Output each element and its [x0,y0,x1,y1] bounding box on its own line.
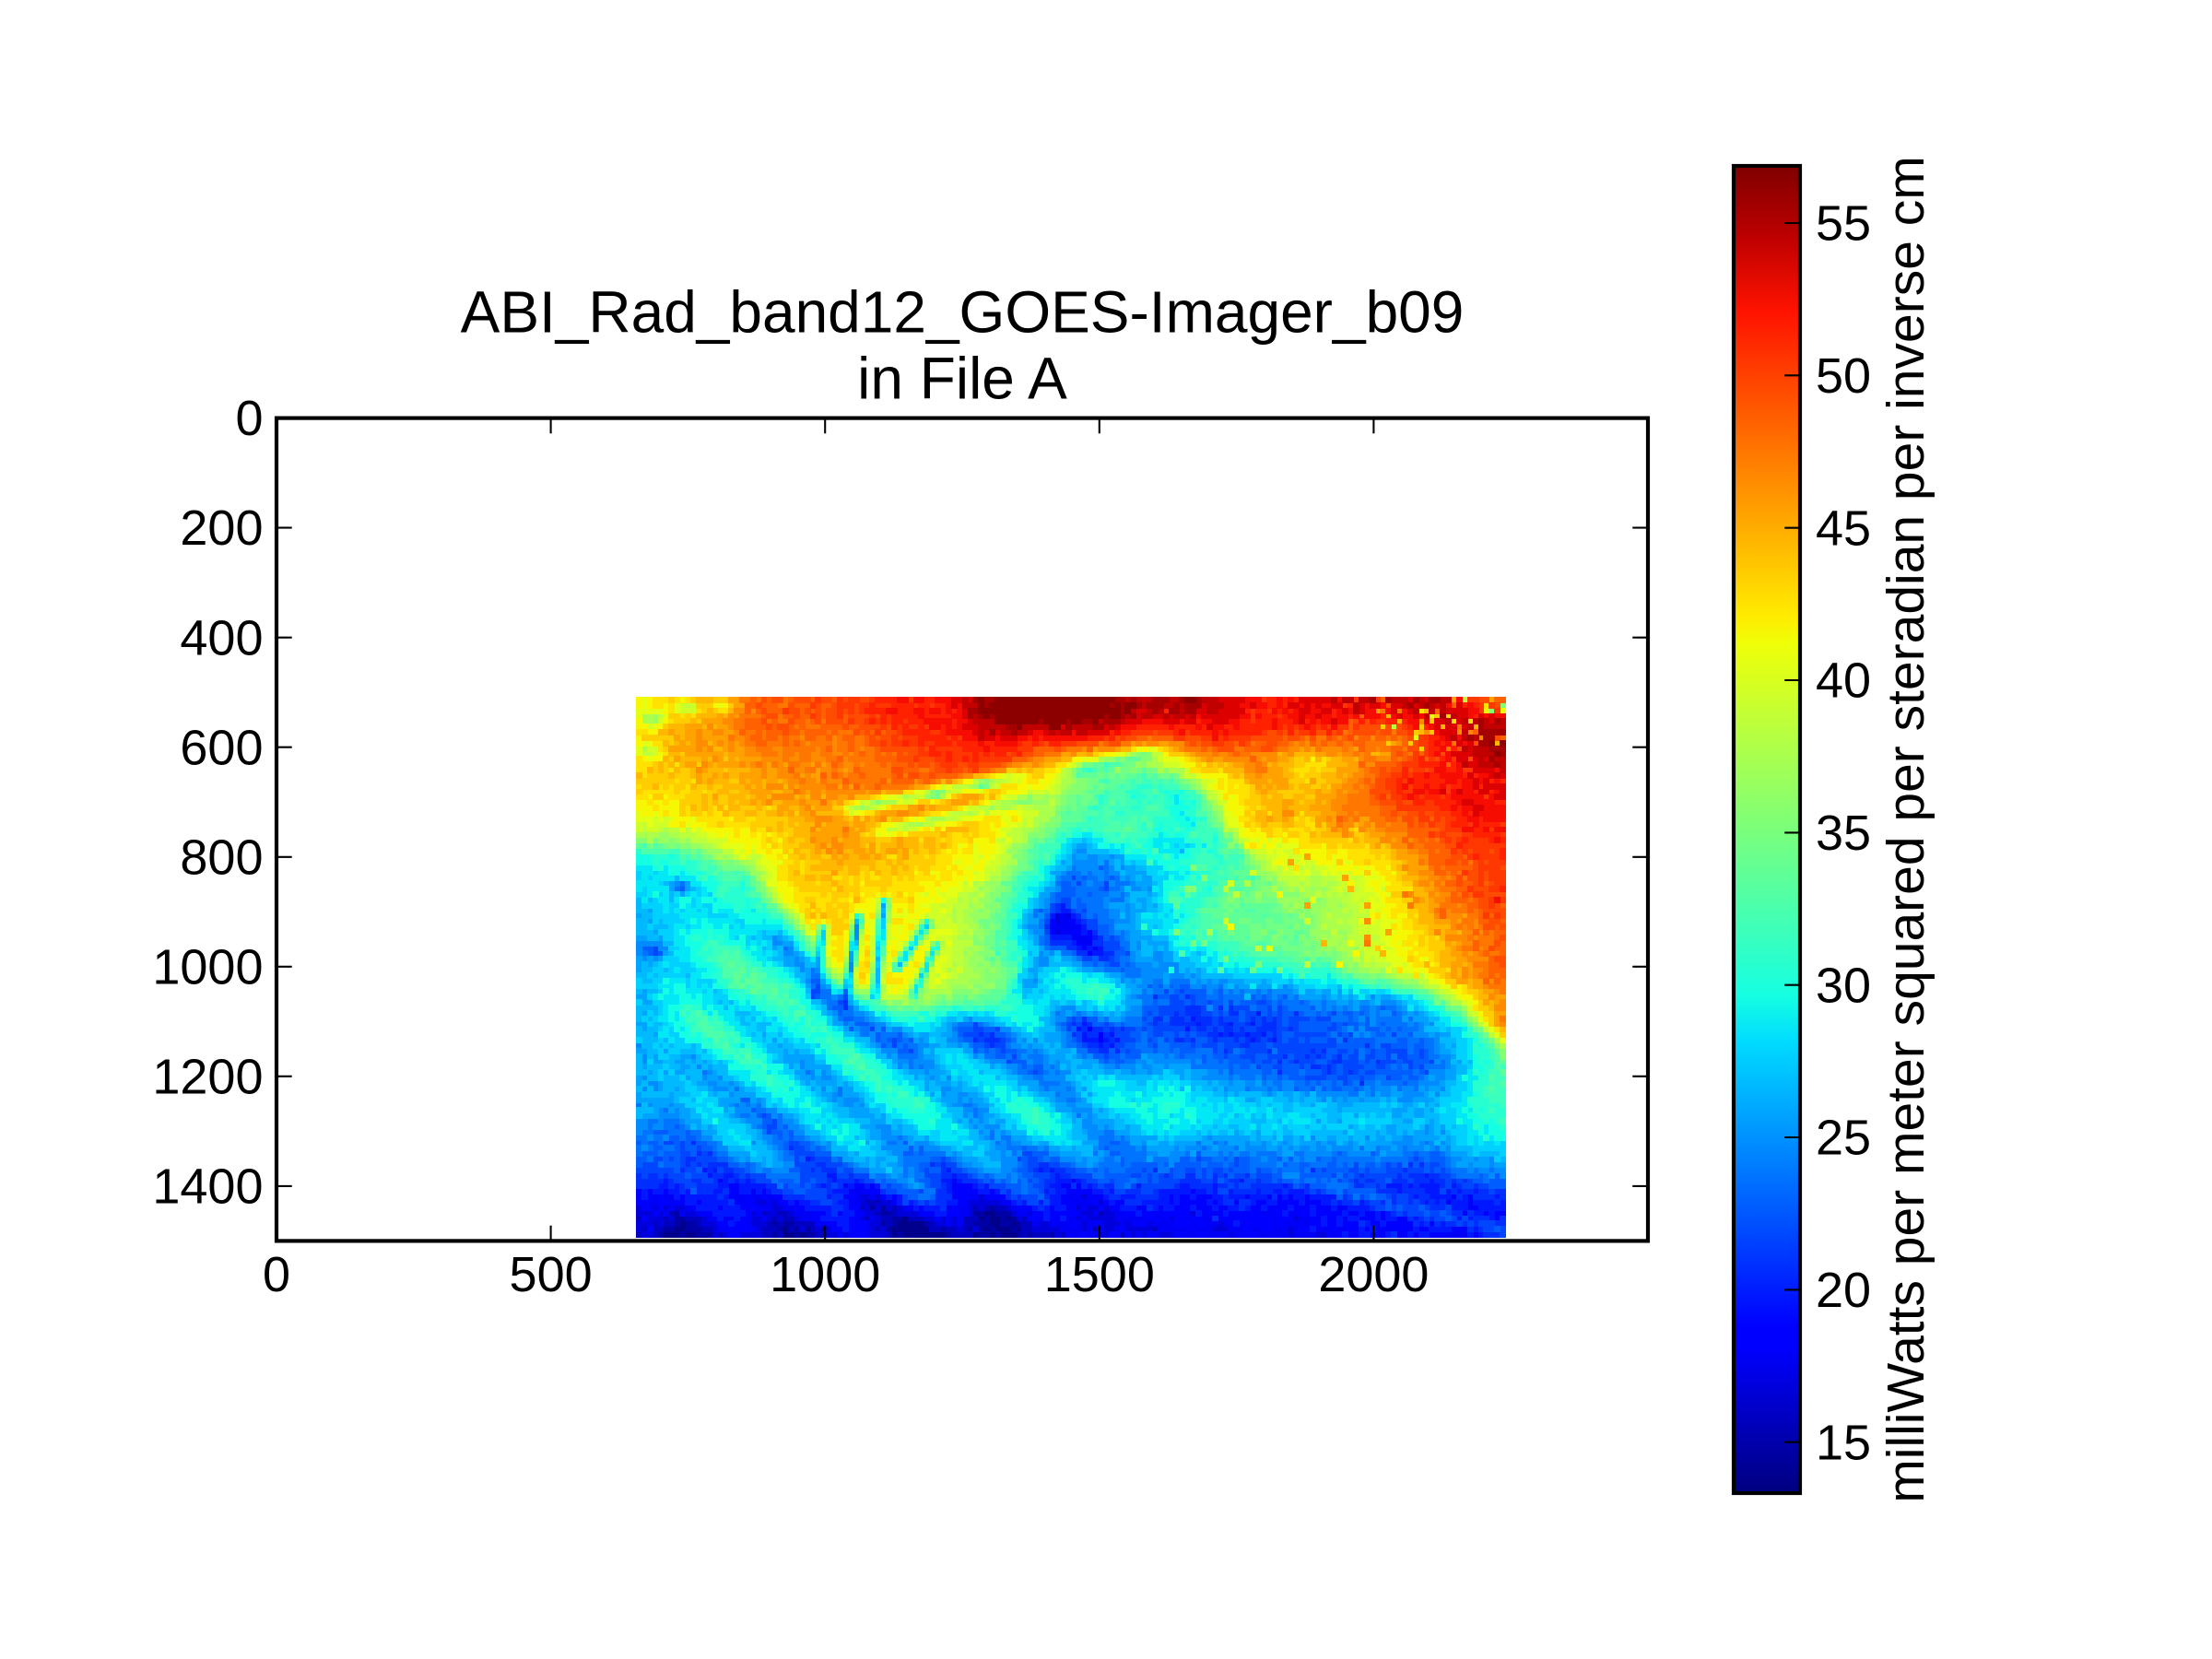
svg-text:milliWatts per meter squared p: milliWatts per meter squared per steradi… [1877,156,1936,1502]
svg-text:30: 30 [1816,958,1871,1013]
svg-text:45: 45 [1816,500,1871,556]
svg-text:20: 20 [1816,1263,1871,1318]
svg-text:in File A: in File A [857,346,1067,412]
svg-text:35: 35 [1816,806,1871,861]
svg-text:800: 800 [180,830,263,885]
svg-text:500: 500 [510,1247,593,1302]
svg-text:1000: 1000 [152,939,263,994]
svg-text:50: 50 [1816,348,1871,404]
svg-text:ABI_Rad_band12_GOES-Imager_b09: ABI_Rad_band12_GOES-Imager_b09 [461,279,1465,346]
svg-text:2000: 2000 [1318,1247,1429,1302]
svg-text:25: 25 [1816,1111,1871,1166]
svg-text:1000: 1000 [770,1247,880,1302]
svg-text:1400: 1400 [152,1159,263,1215]
svg-text:15: 15 [1816,1415,1871,1470]
svg-text:0: 0 [263,1247,290,1302]
svg-text:200: 200 [180,500,263,556]
svg-text:600: 600 [180,720,263,775]
svg-text:1200: 1200 [152,1049,263,1104]
svg-text:0: 0 [235,391,263,446]
svg-text:55: 55 [1816,196,1871,252]
svg-text:40: 40 [1816,653,1871,709]
svg-text:400: 400 [180,610,263,665]
svg-text:1500: 1500 [1044,1247,1155,1302]
